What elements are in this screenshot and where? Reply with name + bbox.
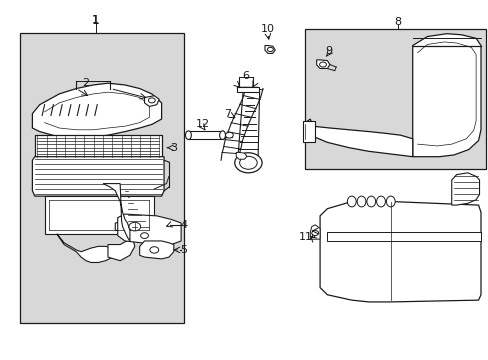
Circle shape bbox=[234, 153, 262, 173]
Polygon shape bbox=[57, 234, 113, 262]
Polygon shape bbox=[320, 202, 480, 302]
Circle shape bbox=[319, 62, 326, 67]
Polygon shape bbox=[103, 184, 130, 241]
Polygon shape bbox=[35, 135, 161, 157]
Circle shape bbox=[150, 247, 158, 253]
Polygon shape bbox=[44, 196, 154, 234]
Polygon shape bbox=[316, 60, 329, 68]
Ellipse shape bbox=[386, 196, 394, 207]
Ellipse shape bbox=[185, 131, 191, 139]
Text: 1: 1 bbox=[92, 15, 99, 26]
Text: 8: 8 bbox=[394, 17, 401, 27]
Text: 2: 2 bbox=[82, 78, 89, 88]
Text: 9: 9 bbox=[324, 46, 331, 56]
Circle shape bbox=[148, 98, 155, 103]
Ellipse shape bbox=[219, 131, 225, 139]
Circle shape bbox=[141, 233, 148, 238]
Bar bbox=[305, 30, 485, 169]
Bar bbox=[303, 121, 315, 142]
Polygon shape bbox=[451, 173, 479, 205]
Polygon shape bbox=[32, 157, 163, 196]
Ellipse shape bbox=[376, 196, 385, 207]
Circle shape bbox=[129, 222, 141, 231]
Circle shape bbox=[311, 230, 318, 235]
Text: 10: 10 bbox=[261, 24, 274, 35]
Circle shape bbox=[267, 47, 273, 51]
Bar bbox=[20, 33, 183, 323]
Text: 12: 12 bbox=[196, 120, 210, 129]
Polygon shape bbox=[236, 152, 246, 159]
Text: 6: 6 bbox=[242, 71, 249, 81]
Ellipse shape bbox=[366, 196, 375, 207]
Ellipse shape bbox=[346, 196, 355, 207]
Polygon shape bbox=[144, 96, 159, 107]
Text: 1: 1 bbox=[92, 14, 100, 27]
Polygon shape bbox=[310, 225, 320, 239]
Text: 5: 5 bbox=[180, 245, 187, 255]
Bar bbox=[188, 131, 222, 139]
Polygon shape bbox=[264, 45, 275, 53]
Polygon shape bbox=[305, 119, 312, 142]
Polygon shape bbox=[32, 83, 161, 137]
Polygon shape bbox=[412, 34, 480, 157]
Polygon shape bbox=[108, 221, 135, 261]
Polygon shape bbox=[118, 214, 181, 244]
Text: 3: 3 bbox=[170, 143, 177, 153]
Bar bbox=[327, 232, 480, 241]
Circle shape bbox=[239, 156, 257, 169]
Polygon shape bbox=[140, 241, 173, 259]
Ellipse shape bbox=[356, 196, 365, 207]
Polygon shape bbox=[310, 126, 412, 157]
Text: 11: 11 bbox=[298, 232, 312, 242]
Text: 7: 7 bbox=[224, 109, 230, 119]
Polygon shape bbox=[237, 87, 259, 92]
Text: 4: 4 bbox=[180, 220, 187, 230]
Circle shape bbox=[225, 132, 233, 138]
